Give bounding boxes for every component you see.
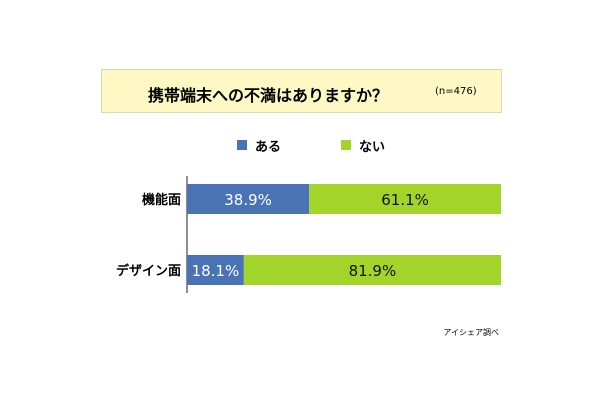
legend-label-no: ない	[359, 139, 386, 155]
source-note: アイシェア調べ	[443, 328, 499, 337]
category-label: 機能面	[142, 192, 181, 208]
legend-swatch-no	[341, 140, 351, 150]
legend-swatch-yes	[237, 140, 247, 150]
data-label: 61.1%	[381, 191, 429, 209]
data-label: 81.9%	[349, 262, 397, 280]
category-label: デザイン面	[116, 263, 181, 279]
legend-item-yes: ある	[237, 136, 282, 155]
chart-title: 携帯端末への不満はありますか？	[148, 86, 389, 105]
bar-segment-no	[243, 255, 502, 285]
sample-size-label: (n=476)	[435, 86, 477, 97]
data-label: 38.9%	[224, 191, 272, 209]
chart-title-box: 携帯端末への不満はありますか？ (n=476)	[101, 69, 502, 113]
legend-item-no: ない	[341, 136, 386, 155]
bar-segment-yes	[187, 184, 310, 214]
legend-label-yes: ある	[255, 139, 282, 155]
bar-segment-no	[309, 184, 501, 214]
bar-segment-yes	[187, 255, 244, 285]
data-label: 18.1%	[192, 262, 240, 280]
